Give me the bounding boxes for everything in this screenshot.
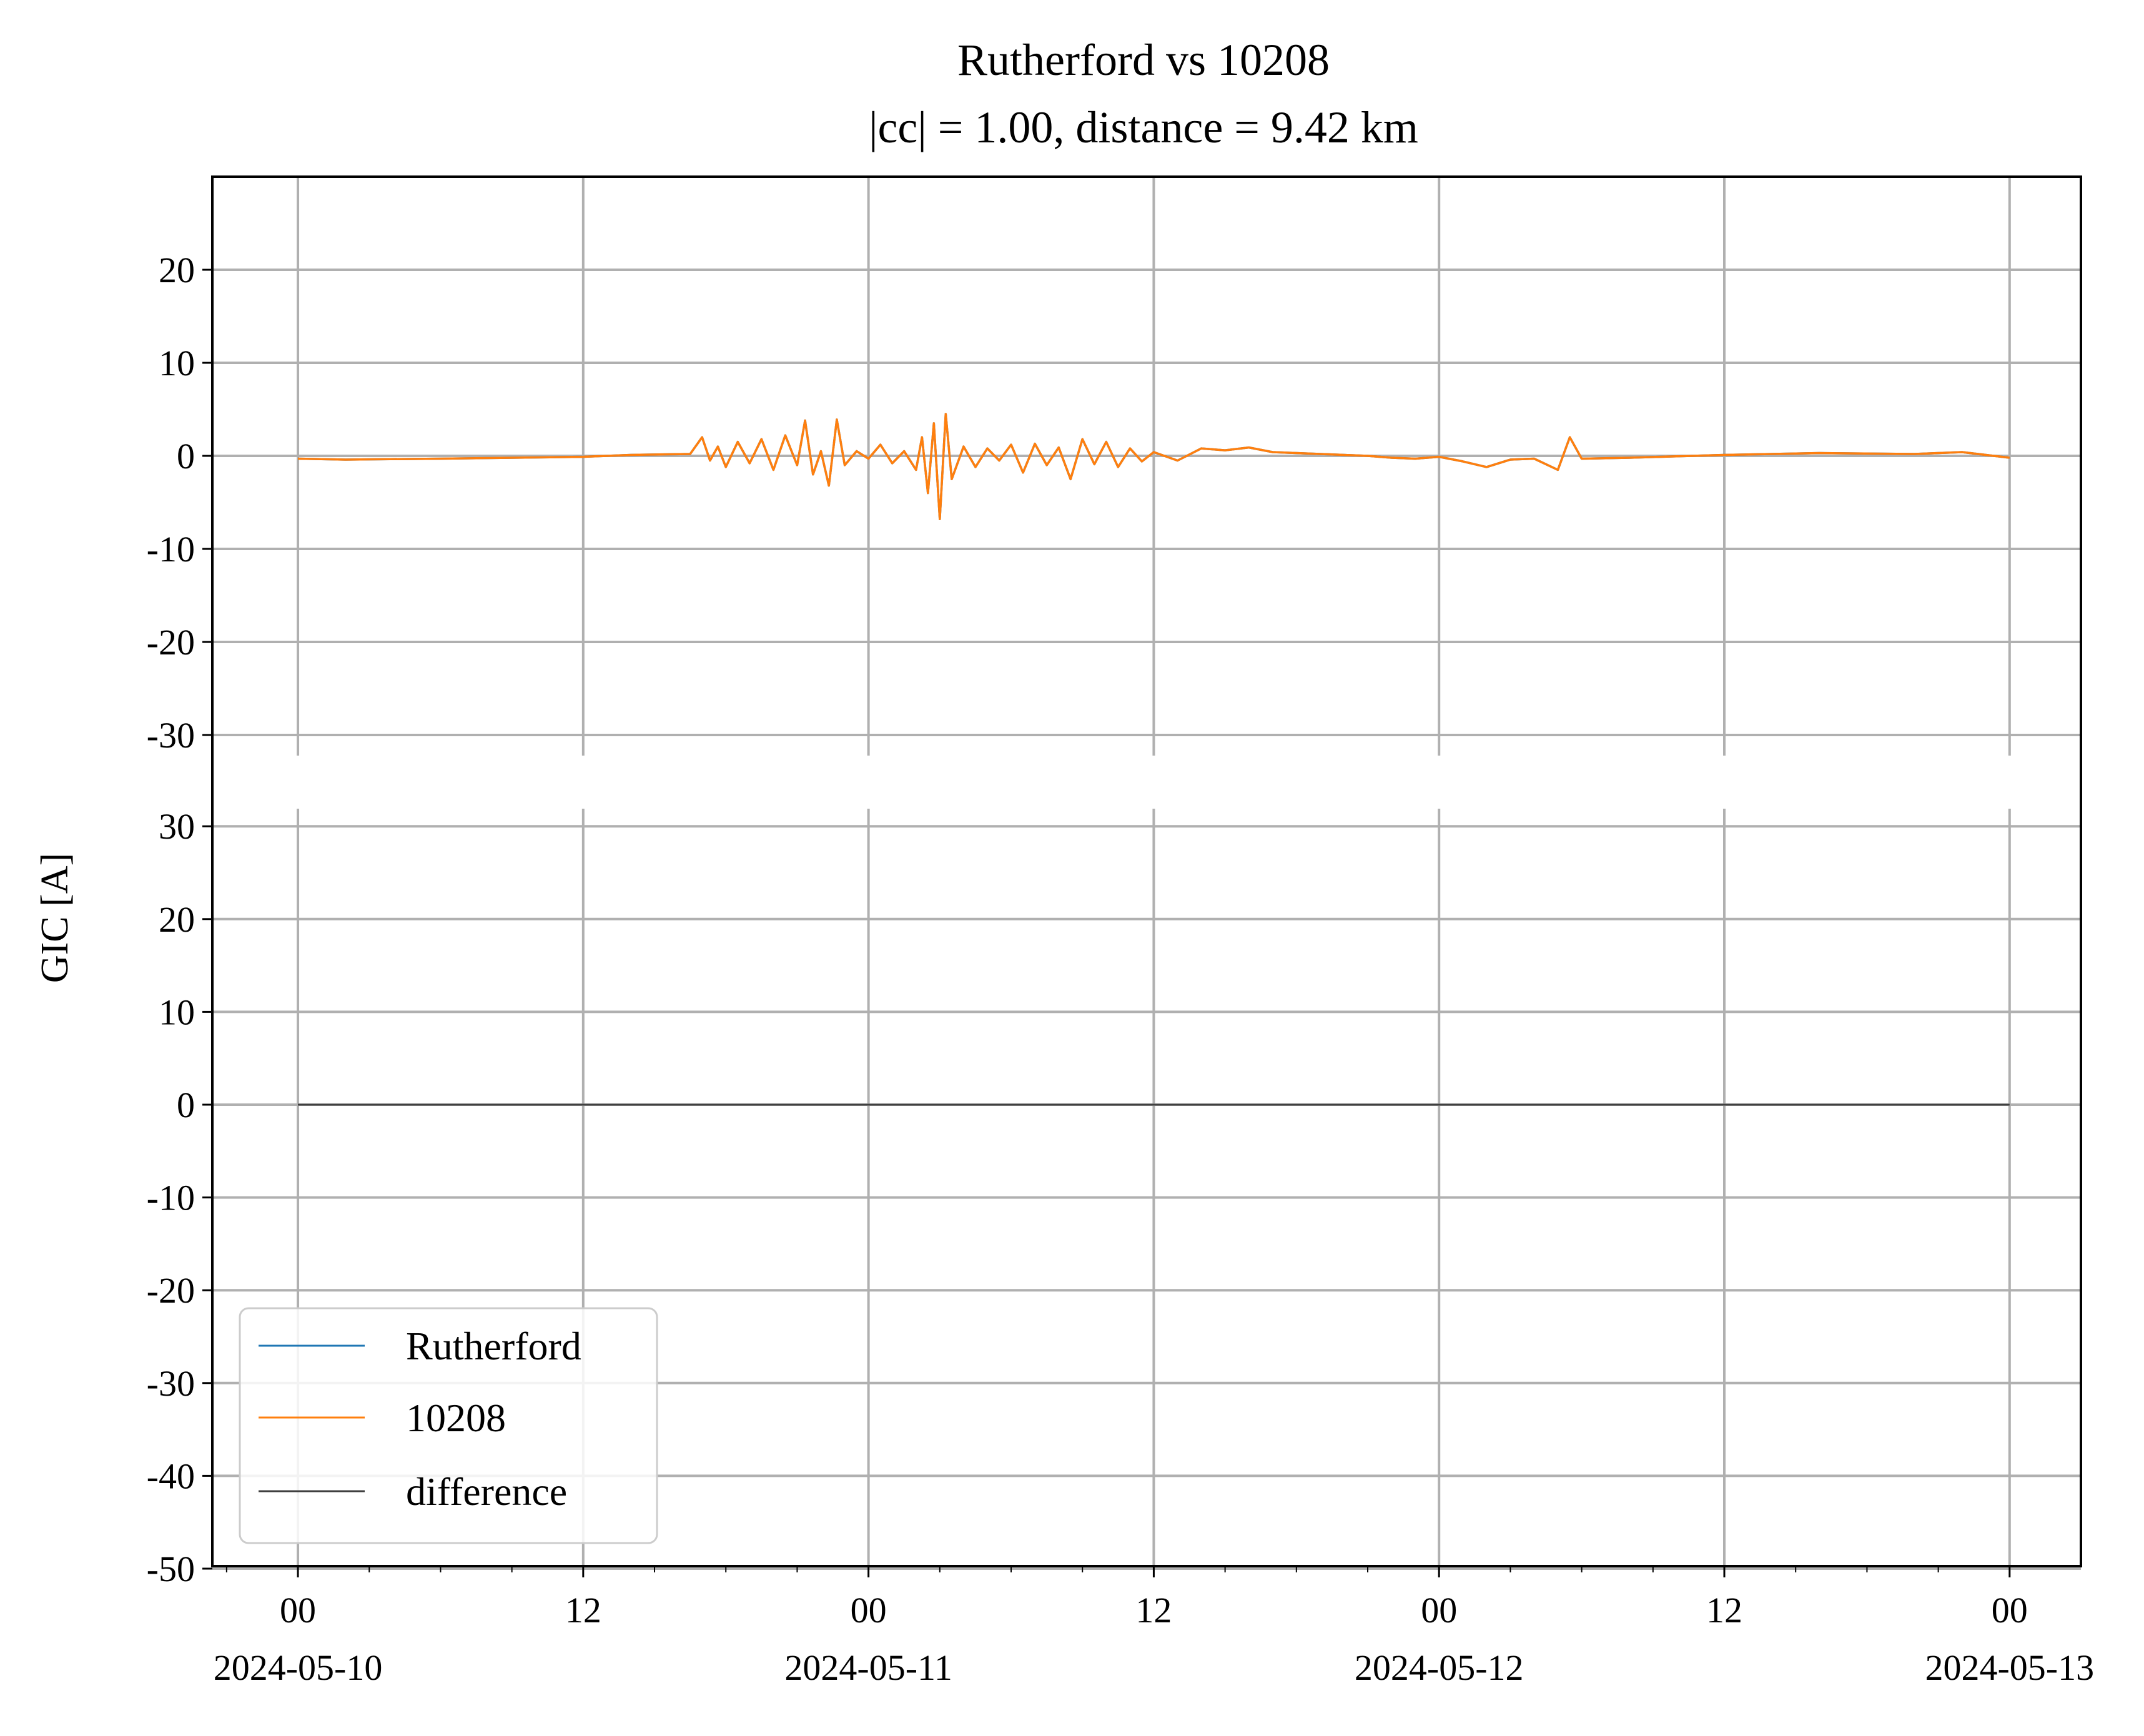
y-tick-label: 30	[159, 806, 195, 847]
y-tick-label: 0	[177, 436, 195, 476]
y-tick-label: -10	[147, 529, 195, 570]
series-line-10208	[297, 413, 2010, 521]
y-tick-label: -30	[147, 715, 195, 756]
x-tick-label: 00	[1992, 1590, 2028, 1630]
y-tick-label: 20	[159, 899, 195, 940]
y-tick-label: -10	[147, 1178, 195, 1218]
chart-subtitle: |cc| = 1.00, distance = 9.42 km	[869, 102, 1418, 152]
x-tick-date-label: 2024-05-13	[1925, 1647, 2094, 1688]
grid-layer	[212, 177, 2081, 1570]
y-tick-label: 10	[159, 343, 195, 383]
y-tick-label: -20	[147, 622, 195, 663]
y-tick-label: -20	[147, 1270, 195, 1311]
x-tick-label: 00	[280, 1590, 316, 1630]
legend-label-difference: difference	[406, 1469, 567, 1514]
y-tick-label: 0	[177, 1085, 195, 1125]
y-tick-label: -30	[147, 1363, 195, 1404]
y-axis-label: GIC [A]	[34, 853, 76, 983]
legend-label-rutherford: Rutherford	[406, 1324, 581, 1368]
legend-frame	[239, 1307, 658, 1544]
y-tick-label: -40	[147, 1456, 195, 1496]
x-tick-date-label: 2024-05-11	[784, 1647, 952, 1688]
y-tick-label: 10	[159, 992, 195, 1032]
chart-title: Rutherford vs 10208	[957, 35, 1330, 85]
legend-label-10208: 10208	[406, 1396, 506, 1440]
tick-layer: 20 10 0 -10 -20 -30 30 20 10 0 -10 -20 -30 -40 -50 00 20…	[147, 250, 2094, 1688]
x-tick-date-label: 2024-05-12	[1355, 1647, 1524, 1688]
axes-layer	[211, 175, 2082, 1567]
y-tick-label: 20	[159, 250, 195, 290]
x-tick-label: 12	[1135, 1590, 1172, 1630]
series-layer	[297, 413, 2010, 1106]
x-tick-label: 12	[1706, 1590, 1742, 1630]
x-tick-label: 12	[565, 1590, 601, 1630]
x-tick-label: 00	[1421, 1590, 1457, 1630]
axes-frame	[211, 175, 2082, 1567]
chart-legend: Rutherford 10208 difference	[239, 1307, 658, 1544]
y-tick-label: -50	[147, 1549, 195, 1589]
x-tick-date-label: 2024-05-10	[214, 1647, 383, 1688]
x-tick-label: 00	[851, 1590, 887, 1630]
